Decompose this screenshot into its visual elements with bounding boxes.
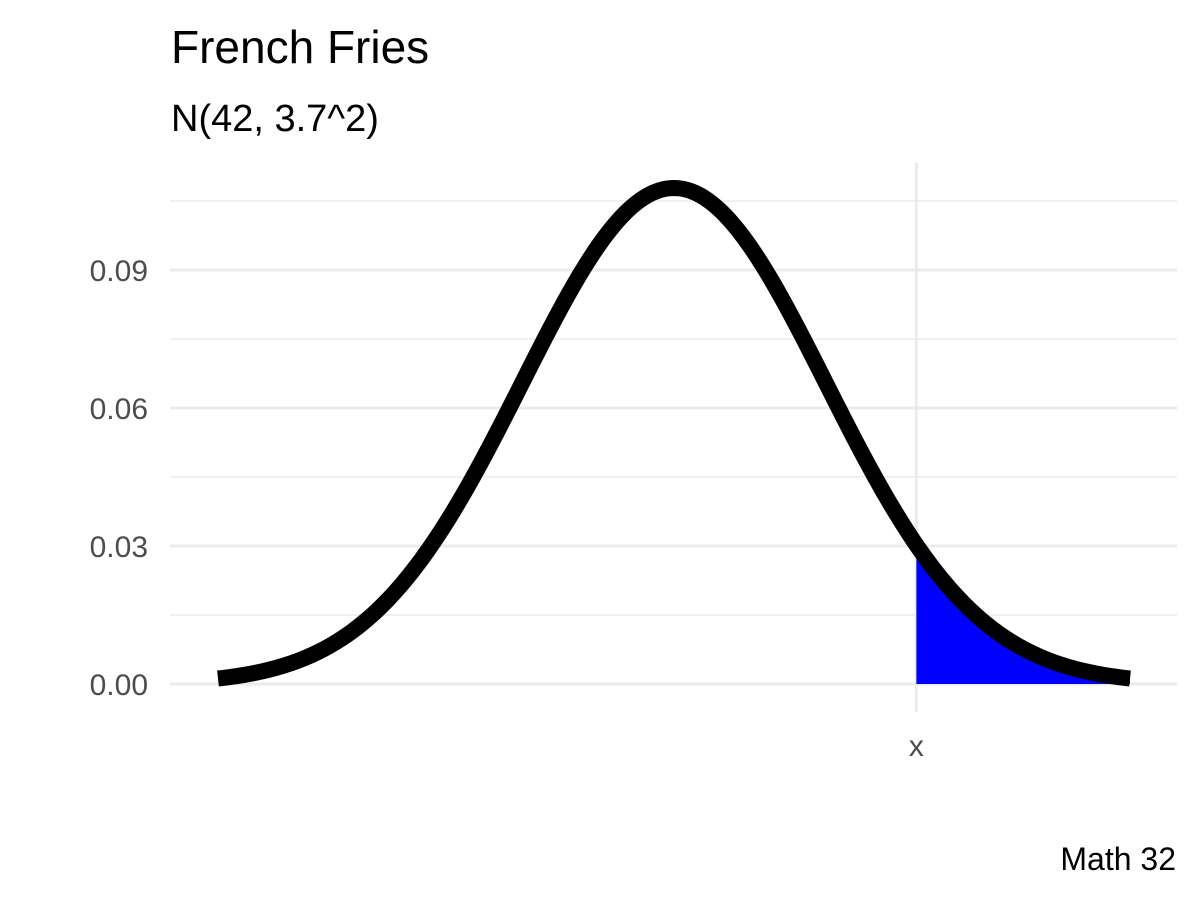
- shaded-region: [916, 544, 1130, 684]
- y-tick-label: 0.00: [90, 669, 148, 702]
- y-axis: 0.00 0.03 0.06 0.09: [90, 255, 148, 702]
- density-curve: [217, 180, 1131, 687]
- y-tick-label: 0.03: [90, 531, 148, 564]
- density-line: [217, 180, 1131, 687]
- y-tick-label: 0.09: [90, 255, 148, 288]
- chart-subtitle: N(42, 3.7^2): [171, 98, 379, 140]
- y-tick-label: 0.06: [90, 393, 148, 426]
- chart-title: French Fries: [171, 21, 429, 73]
- x-axis: x: [909, 730, 924, 763]
- shaded-area: [916, 544, 1130, 684]
- x-tick-label: x: [909, 730, 924, 763]
- grid: [170, 163, 1177, 712]
- chart-caption: Math 32: [1060, 841, 1176, 877]
